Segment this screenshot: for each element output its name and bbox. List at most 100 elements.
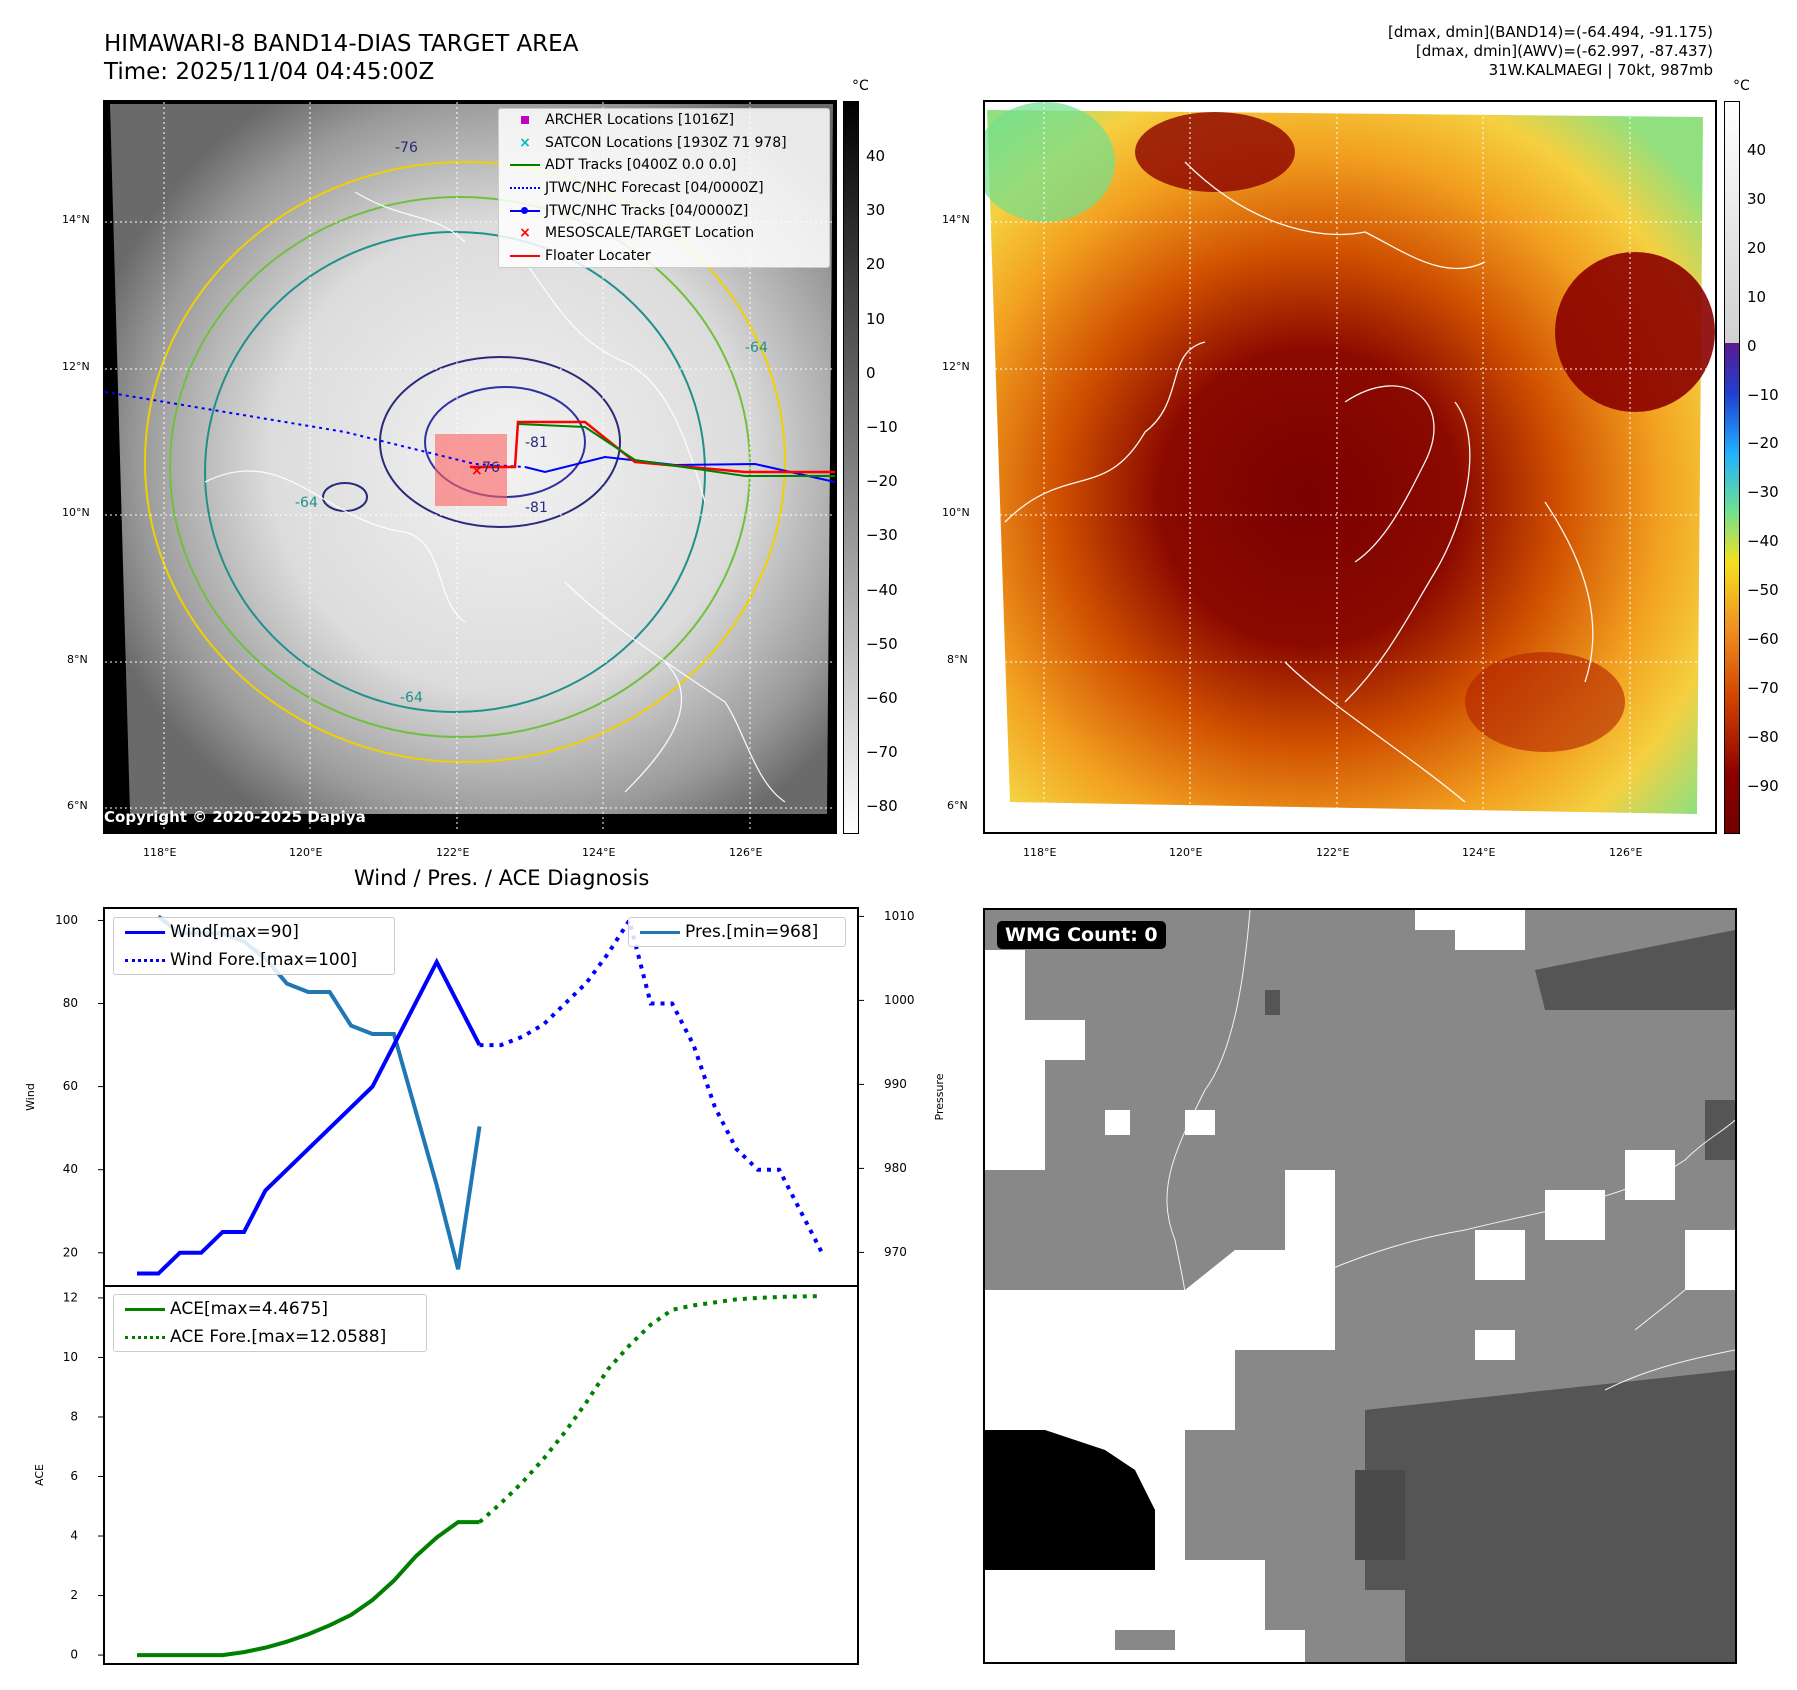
awv-map-panel — [983, 100, 1717, 834]
colorbar-tick-label: −50 — [1747, 581, 1779, 600]
colorbar-tick-label: 20 — [1747, 238, 1767, 257]
contour-label: -64 — [295, 495, 318, 511]
lon-label: 122°E — [436, 846, 470, 859]
lat-label: 6°N — [947, 799, 968, 812]
colorbar-tick-label: −40 — [866, 580, 898, 599]
lat-label: 8°N — [67, 653, 88, 666]
legend-item-adt: ADT Tracks [0400Z 0.0 0.0] — [499, 154, 829, 177]
dotted-line-icon — [125, 1335, 165, 1339]
pressure-tick-label: 1000 — [884, 993, 915, 1007]
lat-label: 10°N — [942, 506, 970, 519]
awv-map-image — [985, 102, 1715, 832]
storm-info: [dmax, dmin](BAND14)=(-64.494, -91.175) … — [1388, 23, 1713, 80]
ace-tick-label: 12 — [63, 1290, 78, 1304]
colorbar-tick-label: 40 — [866, 147, 886, 165]
title-line-1: HIMAWARI-8 BAND14-DIAS TARGET AREA — [104, 31, 579, 57]
ace-tick-label: 4 — [70, 1529, 78, 1543]
colorbar-tick-label: −30 — [1747, 483, 1779, 502]
colorbar-tick-label: −60 — [866, 689, 898, 707]
lat-label: 14°N — [942, 213, 970, 226]
legend-item-pressure: Pres.[min=968] — [629, 918, 845, 946]
colorbar-tick-label: 10 — [1747, 287, 1767, 306]
title-line-2: Time: 2025/11/04 04:45:00Z — [104, 59, 435, 85]
colorbar-left — [843, 101, 859, 834]
colorbar-tick-label: −20 — [866, 472, 898, 491]
dotted-line-icon — [510, 187, 540, 190]
colorbar-tick-label: 10 — [866, 309, 886, 328]
colorbar-tick-label: −90 — [1747, 776, 1779, 795]
info-line-1: [dmax, dmin](BAND14)=(-64.494, -91.175) — [1388, 23, 1713, 41]
wind-forecast-series-line — [479, 915, 824, 1254]
lat-label: 6°N — [67, 799, 88, 812]
lon-label: 126°E — [1609, 846, 1643, 859]
colorbar-tick-label: 0 — [1747, 336, 1757, 355]
colorbar-tick-label: 0 — [866, 363, 876, 382]
legend-item-forecast: JTWC/NHC Forecast [04/0000Z] — [499, 177, 829, 200]
wind-series-line — [137, 957, 482, 1276]
diagnosis-title: Wind / Pres. / ACE Diagnosis — [354, 866, 650, 890]
wind-axis-label: Wind — [24, 1083, 37, 1111]
ace-tick-label: 10 — [63, 1350, 78, 1364]
lon-label: 120°E — [1169, 846, 1203, 859]
colorbar-tick-label: −50 — [866, 634, 898, 653]
contour-label: -81 — [525, 435, 548, 451]
dotted-line-icon — [125, 958, 165, 962]
ace-tick-label: 6 — [70, 1469, 78, 1483]
colorbar-tick-label: −80 — [866, 797, 898, 816]
colorbar-tick-label: −80 — [1747, 727, 1779, 746]
legend-item-floater: Floater Locater — [499, 245, 829, 268]
colorbar-tick-label: −70 — [1747, 678, 1779, 697]
colorbar-right — [1724, 101, 1740, 834]
contour-label: -76 — [395, 140, 418, 156]
contour-label: -76 — [477, 460, 500, 476]
colorbar-tick-label: −20 — [1747, 434, 1779, 453]
ace-axis-label: ACE — [33, 1464, 46, 1486]
lon-label: 120°E — [289, 846, 323, 859]
lon-label: 126°E — [729, 846, 763, 859]
colorbar-left-unit: °C — [852, 78, 869, 94]
colorbar-tick-label: −10 — [866, 418, 898, 436]
line-icon — [125, 930, 165, 934]
lat-label: 12°N — [942, 360, 970, 373]
colorbar-tick-label: −70 — [866, 743, 898, 762]
legend-item-ace-forecast: ACE Fore.[max=12.0588] — [114, 1323, 426, 1351]
ace-legend: ACE[max=4.4675] ACE Fore.[max=12.0588] — [113, 1294, 427, 1352]
lat-label: 14°N — [62, 213, 90, 226]
wmg-panel — [983, 908, 1737, 1664]
line-icon — [125, 1307, 165, 1311]
pressure-tick-label: 1010 — [884, 909, 915, 923]
pressure-tick-label: 970 — [884, 1245, 907, 1259]
contour-label: -64 — [745, 340, 768, 356]
colorbar-tick-label: −10 — [1747, 385, 1779, 404]
ir-map-image: × -76 -64 -81 -76 -64 -81 -64 — [105, 102, 835, 832]
wind-tick-label: 60 — [63, 1079, 78, 1093]
map-legend: ARCHER Locations [1016Z] × SATCON Locatio… — [498, 108, 830, 269]
line-icon — [510, 164, 540, 167]
pressure-tick-label: 990 — [884, 1077, 907, 1091]
lat-label: 12°N — [62, 360, 90, 373]
colorbar-tick-label: −30 — [866, 526, 898, 545]
info-line-2: [dmax, dmin](AWV)=(-62.997, -87.437) — [1415, 42, 1713, 60]
copyright-text: Copyright © 2020-2025 Dapiya — [104, 808, 366, 826]
legend-item-wind: Wind[max=90] — [114, 918, 394, 946]
colorbar-right-unit: °C — [1733, 78, 1750, 94]
svg-text:×: × — [471, 463, 483, 479]
x-marker-icon: × — [519, 225, 531, 242]
colorbar-tick-label: −40 — [1747, 532, 1779, 551]
ace-axes — [103, 1285, 859, 1665]
wmg-image — [985, 910, 1735, 1662]
contour-label: -81 — [525, 500, 548, 516]
lat-label: 8°N — [947, 653, 968, 666]
legend-item-ace: ACE[max=4.4675] — [114, 1295, 426, 1323]
ace-tick-label: 0 — [70, 1648, 78, 1662]
pressure-tick-label: 980 — [884, 1161, 907, 1175]
figure-title: HIMAWARI-8 BAND14-DIAS TARGET AREA Time:… — [104, 30, 578, 86]
info-line-3: 31W.KALMAEGI | 70kt, 987mb — [1488, 61, 1713, 79]
legend-item-tracks: JTWC/NHC Tracks [04/0000Z] — [499, 199, 829, 222]
ace-series-line — [137, 1520, 480, 1658]
ace-forecast-series-line — [478, 1294, 823, 1524]
colorbar-tick-label: 30 — [1747, 189, 1767, 208]
legend-item-wind-forecast: Wind Fore.[max=100] — [114, 946, 394, 974]
ace-tick-label: 8 — [70, 1409, 78, 1423]
lon-label: 124°E — [582, 846, 616, 859]
